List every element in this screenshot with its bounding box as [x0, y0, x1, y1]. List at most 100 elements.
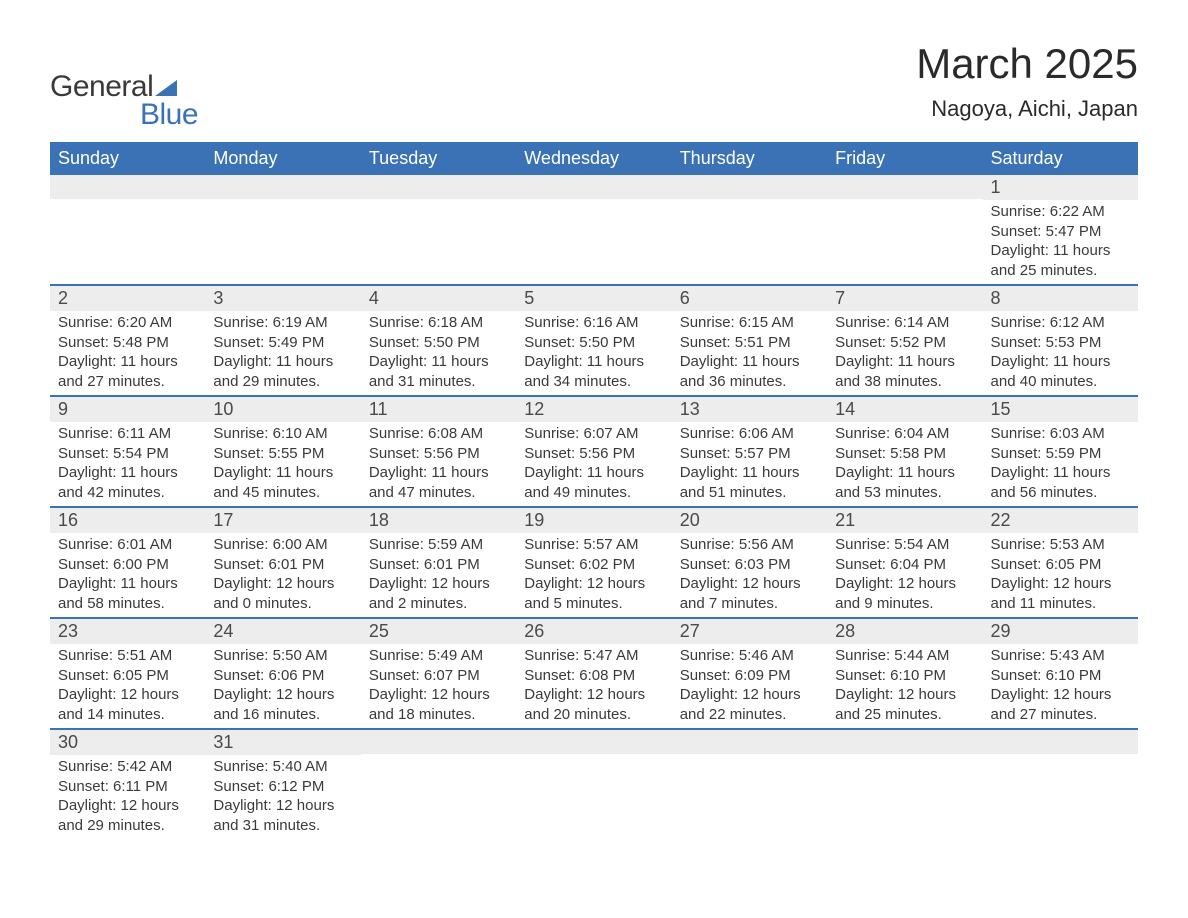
calendar-table: SundayMondayTuesdayWednesdayThursdayFrid… [50, 142, 1138, 839]
calendar-day-empty [361, 175, 516, 285]
day-number: 11 [361, 397, 516, 422]
calendar-day: 22Sunrise: 5:53 AMSunset: 6:05 PMDayligh… [983, 507, 1138, 618]
day-details: Sunrise: 5:40 AMSunset: 6:12 PMDaylight:… [205, 755, 360, 839]
sunset-line: Sunset: 5:49 PM [213, 333, 352, 353]
sunrise-line: Sunrise: 6:20 AM [58, 313, 197, 333]
calendar-day-empty [50, 175, 205, 285]
daylight-line: Daylight: 11 hours and 51 minutes. [680, 463, 819, 502]
calendar-day: 23Sunrise: 5:51 AMSunset: 6:05 PMDayligh… [50, 618, 205, 729]
daylight-line: Daylight: 12 hours and 20 minutes. [524, 685, 663, 724]
day-details: Sunrise: 5:50 AMSunset: 6:06 PMDaylight:… [205, 644, 360, 728]
sunrise-line: Sunrise: 5:59 AM [369, 535, 508, 555]
day-number: 13 [672, 397, 827, 422]
day-details: Sunrise: 6:14 AMSunset: 5:52 PMDaylight:… [827, 311, 982, 395]
day-details: Sunrise: 5:43 AMSunset: 6:10 PMDaylight:… [983, 644, 1138, 728]
daylight-line: Daylight: 11 hours and 38 minutes. [835, 352, 974, 391]
calendar-day: 2Sunrise: 6:20 AMSunset: 5:48 PMDaylight… [50, 285, 205, 396]
sunrise-line: Sunrise: 5:47 AM [524, 646, 663, 666]
calendar-day: 29Sunrise: 5:43 AMSunset: 6:10 PMDayligh… [983, 618, 1138, 729]
sunset-line: Sunset: 6:08 PM [524, 666, 663, 686]
calendar-day: 19Sunrise: 5:57 AMSunset: 6:02 PMDayligh… [516, 507, 671, 618]
day-details: Sunrise: 5:54 AMSunset: 6:04 PMDaylight:… [827, 533, 982, 617]
calendar-day: 14Sunrise: 6:04 AMSunset: 5:58 PMDayligh… [827, 396, 982, 507]
daylight-line: Daylight: 12 hours and 31 minutes. [213, 796, 352, 835]
sunrise-line: Sunrise: 6:15 AM [680, 313, 819, 333]
calendar-day: 3Sunrise: 6:19 AMSunset: 5:49 PMDaylight… [205, 285, 360, 396]
sunset-line: Sunset: 5:47 PM [991, 222, 1130, 242]
daylight-line: Daylight: 11 hours and 25 minutes. [991, 241, 1130, 280]
calendar-day: 10Sunrise: 6:10 AMSunset: 5:55 PMDayligh… [205, 396, 360, 507]
dow-header: Sunday [50, 142, 205, 175]
day-number: 22 [983, 508, 1138, 533]
calendar-day: 27Sunrise: 5:46 AMSunset: 6:09 PMDayligh… [672, 618, 827, 729]
sunrise-line: Sunrise: 6:06 AM [680, 424, 819, 444]
day-details: Sunrise: 5:46 AMSunset: 6:09 PMDaylight:… [672, 644, 827, 728]
calendar-day-empty [983, 729, 1138, 839]
calendar-day-empty [827, 729, 982, 839]
day-number: 17 [205, 508, 360, 533]
sunrise-line: Sunrise: 6:16 AM [524, 313, 663, 333]
daylight-line: Daylight: 12 hours and 5 minutes. [524, 574, 663, 613]
sunset-line: Sunset: 5:54 PM [58, 444, 197, 464]
calendar-day: 21Sunrise: 5:54 AMSunset: 6:04 PMDayligh… [827, 507, 982, 618]
sunrise-line: Sunrise: 6:08 AM [369, 424, 508, 444]
day-number: 5 [516, 286, 671, 311]
day-number [516, 730, 671, 754]
sunset-line: Sunset: 6:10 PM [991, 666, 1130, 686]
day-details: Sunrise: 6:11 AMSunset: 5:54 PMDaylight:… [50, 422, 205, 506]
calendar-week: 9Sunrise: 6:11 AMSunset: 5:54 PMDaylight… [50, 396, 1138, 507]
daylight-line: Daylight: 12 hours and 22 minutes. [680, 685, 819, 724]
sunrise-line: Sunrise: 6:00 AM [213, 535, 352, 555]
sunrise-line: Sunrise: 5:42 AM [58, 757, 197, 777]
sunrise-line: Sunrise: 6:18 AM [369, 313, 508, 333]
day-number: 21 [827, 508, 982, 533]
daylight-line: Daylight: 11 hours and 58 minutes. [58, 574, 197, 613]
sunrise-line: Sunrise: 5:50 AM [213, 646, 352, 666]
sunset-line: Sunset: 6:12 PM [213, 777, 352, 797]
day-number [516, 175, 671, 199]
day-details: Sunrise: 6:06 AMSunset: 5:57 PMDaylight:… [672, 422, 827, 506]
calendar-day: 18Sunrise: 5:59 AMSunset: 6:01 PMDayligh… [361, 507, 516, 618]
daylight-line: Daylight: 11 hours and 47 minutes. [369, 463, 508, 502]
calendar-day: 7Sunrise: 6:14 AMSunset: 5:52 PMDaylight… [827, 285, 982, 396]
daylight-line: Daylight: 11 hours and 42 minutes. [58, 463, 197, 502]
day-number [827, 730, 982, 754]
sunset-line: Sunset: 5:50 PM [524, 333, 663, 353]
sunset-line: Sunset: 5:56 PM [524, 444, 663, 464]
calendar-day-empty [205, 175, 360, 285]
calendar-day-empty [672, 729, 827, 839]
day-number [983, 730, 1138, 754]
day-number: 28 [827, 619, 982, 644]
day-details: Sunrise: 5:53 AMSunset: 6:05 PMDaylight:… [983, 533, 1138, 617]
sunset-line: Sunset: 5:52 PM [835, 333, 974, 353]
sunrise-line: Sunrise: 6:03 AM [991, 424, 1130, 444]
daylight-line: Daylight: 11 hours and 45 minutes. [213, 463, 352, 502]
sunrise-line: Sunrise: 6:19 AM [213, 313, 352, 333]
sunrise-line: Sunrise: 5:53 AM [991, 535, 1130, 555]
calendar-day: 15Sunrise: 6:03 AMSunset: 5:59 PMDayligh… [983, 396, 1138, 507]
day-number [672, 730, 827, 754]
sunrise-line: Sunrise: 6:22 AM [991, 202, 1130, 222]
daylight-line: Daylight: 12 hours and 29 minutes. [58, 796, 197, 835]
calendar-week: 16Sunrise: 6:01 AMSunset: 6:00 PMDayligh… [50, 507, 1138, 618]
sunset-line: Sunset: 6:00 PM [58, 555, 197, 575]
calendar-week: 2Sunrise: 6:20 AMSunset: 5:48 PMDaylight… [50, 285, 1138, 396]
calendar-day: 8Sunrise: 6:12 AMSunset: 5:53 PMDaylight… [983, 285, 1138, 396]
calendar-day: 4Sunrise: 6:18 AMSunset: 5:50 PMDaylight… [361, 285, 516, 396]
sunset-line: Sunset: 5:57 PM [680, 444, 819, 464]
sunset-line: Sunset: 6:03 PM [680, 555, 819, 575]
day-details: Sunrise: 5:57 AMSunset: 6:02 PMDaylight:… [516, 533, 671, 617]
day-details: Sunrise: 5:59 AMSunset: 6:01 PMDaylight:… [361, 533, 516, 617]
calendar-day: 13Sunrise: 6:06 AMSunset: 5:57 PMDayligh… [672, 396, 827, 507]
day-number: 19 [516, 508, 671, 533]
calendar-day: 1Sunrise: 6:22 AMSunset: 5:47 PMDaylight… [983, 175, 1138, 285]
day-details: Sunrise: 6:08 AMSunset: 5:56 PMDaylight:… [361, 422, 516, 506]
day-details: Sunrise: 6:22 AMSunset: 5:47 PMDaylight:… [983, 200, 1138, 284]
dow-header: Thursday [672, 142, 827, 175]
day-number [361, 175, 516, 199]
day-number: 23 [50, 619, 205, 644]
sunrise-line: Sunrise: 5:57 AM [524, 535, 663, 555]
daylight-line: Daylight: 11 hours and 31 minutes. [369, 352, 508, 391]
calendar-day-empty [827, 175, 982, 285]
sunset-line: Sunset: 5:48 PM [58, 333, 197, 353]
